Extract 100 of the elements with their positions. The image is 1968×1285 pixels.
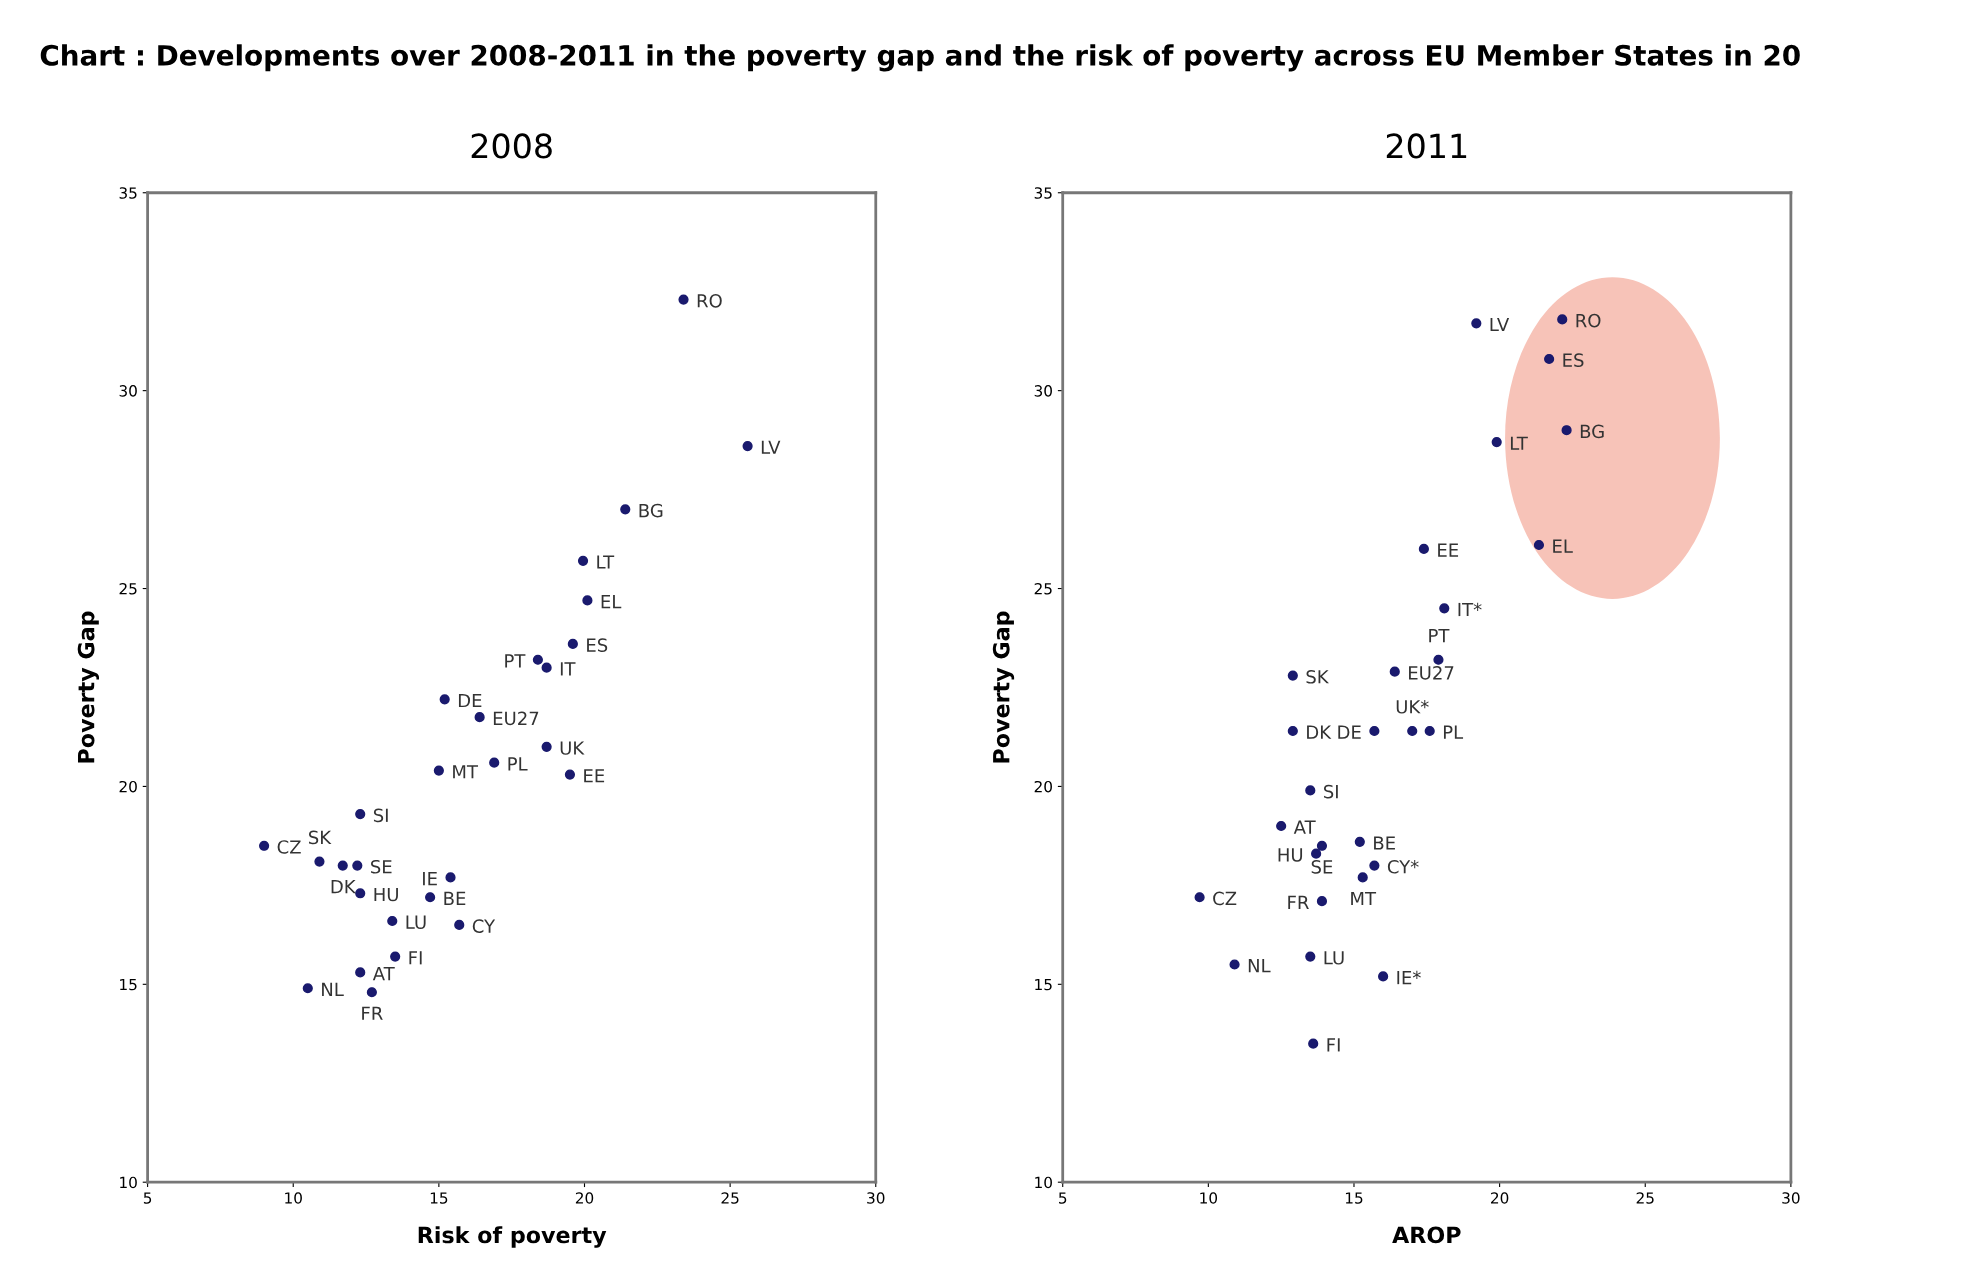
- x-tick-label: 10: [1200, 1192, 1218, 1204]
- point: [302, 983, 313, 994]
- annotation: DK: [1307, 725, 1332, 739]
- x-tick-label: 25: [1636, 1192, 1654, 1204]
- annotation: SK: [308, 830, 332, 845]
- point: [366, 987, 377, 998]
- point: [1305, 785, 1316, 796]
- annotation: BE: [444, 891, 466, 905]
- annotation: IT*: [1458, 602, 1482, 617]
- point: [474, 712, 485, 723]
- annotation: LV: [1490, 317, 1510, 332]
- point: [678, 294, 689, 305]
- annotation: HU: [1278, 848, 1303, 862]
- annotation: CZ: [1213, 891, 1237, 906]
- y-tick-label: 25: [1034, 583, 1052, 595]
- annotation: SI: [373, 808, 388, 823]
- point: [1194, 892, 1205, 903]
- annotation: FI: [1327, 1038, 1340, 1052]
- point: [1561, 425, 1572, 436]
- point: [1544, 353, 1555, 365]
- point: [1229, 959, 1240, 970]
- y-tick-label: 20: [1034, 780, 1052, 793]
- annotation: EL: [1553, 539, 1573, 553]
- point: [259, 840, 270, 851]
- annotation: MT: [453, 765, 479, 779]
- annotation: CZ: [277, 840, 301, 854]
- x-tick-label: 10: [285, 1192, 302, 1204]
- annotation: AT: [372, 967, 395, 981]
- point: [337, 860, 348, 871]
- point: [1533, 539, 1545, 551]
- point: [567, 638, 578, 650]
- text: Chart : Developments over 2008-2011 in the poverty gap and the risk of poverty across EU Member States in 20: [40, 44, 1800, 72]
- x-tick-label: 25: [721, 1192, 739, 1204]
- point: [390, 951, 401, 962]
- annotation: SE: [1311, 859, 1333, 874]
- point: [620, 504, 631, 515]
- annotation: ES: [587, 638, 608, 652]
- annotation: PL: [508, 757, 528, 771]
- y-axis-title: Poverty Gap: [992, 611, 1015, 763]
- point: [1557, 314, 1568, 325]
- annotation: RO: [1576, 313, 1601, 328]
- point: [1287, 670, 1298, 681]
- annotation: AT: [1293, 820, 1316, 834]
- annotation: EL: [601, 595, 622, 609]
- point: [355, 809, 366, 820]
- point: [1418, 543, 1429, 555]
- point: [564, 769, 576, 780]
- point: [1276, 820, 1287, 832]
- annotation: DE: [1338, 725, 1361, 739]
- point: [742, 440, 753, 452]
- point: [1389, 666, 1400, 677]
- x-axis-title: Risk of poverty: [418, 1226, 607, 1248]
- point: [454, 919, 465, 931]
- point: [1491, 437, 1502, 448]
- annotation: LT: [597, 555, 615, 569]
- point: [1433, 654, 1444, 665]
- annotation: DE: [458, 693, 482, 708]
- annotation: FR: [362, 1006, 383, 1020]
- point: [1424, 725, 1435, 737]
- annotation: SI: [1323, 784, 1338, 799]
- y-tick-label: 30: [1034, 385, 1052, 397]
- annotation: CY*: [1387, 859, 1419, 874]
- point: [314, 856, 325, 867]
- y-tick-label: 15: [1035, 978, 1052, 991]
- point: [387, 915, 398, 927]
- annotation: FR: [1288, 895, 1309, 909]
- annotation: EE: [584, 769, 605, 783]
- point: [1308, 1038, 1319, 1049]
- point: [582, 595, 593, 606]
- x-tick-label: 30: [1782, 1192, 1800, 1204]
- annotation: IE: [423, 872, 437, 886]
- annotation: BE: [1374, 836, 1395, 850]
- y-tick-label: 35: [1034, 187, 1052, 199]
- annotation: NL: [322, 982, 344, 997]
- annotation: SE: [371, 859, 392, 874]
- point: [1287, 725, 1298, 737]
- chart-title: 2011: [1386, 133, 1467, 159]
- point: [1357, 872, 1368, 883]
- annotation: EE: [1438, 543, 1459, 557]
- annotation: BG: [639, 503, 663, 518]
- point: [1407, 725, 1418, 737]
- x-tick-label: 20: [575, 1192, 594, 1204]
- y-tick-label: 15: [120, 978, 137, 991]
- point: [355, 888, 366, 899]
- annotation: SK: [1306, 669, 1329, 684]
- annotation: LV: [761, 440, 781, 454]
- chart-title: 2008: [471, 133, 552, 159]
- y-tick-label: 25: [119, 583, 137, 595]
- annotation: PL: [1443, 725, 1464, 739]
- point: [489, 757, 500, 768]
- point: [1471, 318, 1482, 329]
- point: [541, 741, 552, 752]
- x-tick-label: 5: [143, 1192, 152, 1204]
- annotation: UK*: [1396, 699, 1429, 714]
- annotation: ES: [1563, 353, 1584, 367]
- point: [445, 872, 456, 883]
- annotation: FI: [409, 951, 422, 965]
- point: [1378, 971, 1389, 982]
- y-tick-label: 35: [119, 187, 137, 199]
- y-axis-title: Poverty Gap: [77, 611, 99, 763]
